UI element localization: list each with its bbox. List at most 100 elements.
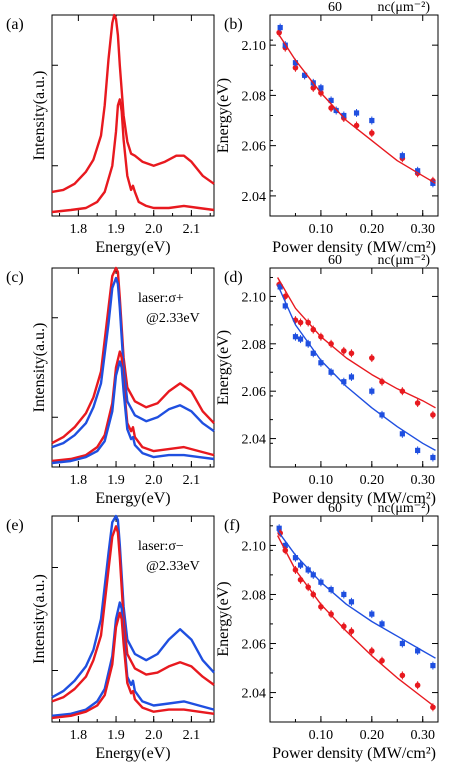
- data-point: [292, 555, 299, 561]
- fit-curve: [277, 32, 436, 184]
- x-tick-label: 0.20: [360, 728, 385, 743]
- data-point: [310, 350, 316, 356]
- data-point: [369, 355, 375, 361]
- data-point: [399, 153, 405, 159]
- fit-curve: [277, 530, 436, 659]
- data-point: [277, 284, 283, 290]
- y-axis-label: Intensity(a.u.): [31, 323, 48, 413]
- x-axis-label: Power density (MW/cm²): [272, 490, 436, 507]
- fit-curve: [276, 284, 436, 452]
- data-point: [277, 24, 283, 31]
- data-point: [348, 350, 355, 357]
- y-tick-label: 2.06: [242, 385, 267, 400]
- spectrum-line: [51, 601, 215, 717]
- data-point: [348, 374, 355, 380]
- data-point: [318, 85, 324, 91]
- x-tick-label: 0.10: [309, 473, 334, 488]
- y-axis-label: Energy(eV): [215, 78, 232, 153]
- y-tick-label: 2.10: [242, 39, 267, 54]
- data-point: [379, 657, 385, 664]
- plot-frame: [51, 515, 215, 723]
- x-axis-label: Energy(eV): [95, 490, 170, 507]
- x-tick-label: 0.20: [360, 473, 385, 488]
- data-point: [348, 599, 355, 605]
- x-tick-label: 2.0: [145, 222, 163, 237]
- data-point: [302, 72, 308, 78]
- y-axis-label: Intensity(a.u.): [31, 71, 48, 161]
- x-tick-label: 2.0: [145, 473, 163, 488]
- y-tick-label: 2.04: [242, 190, 267, 205]
- panel-label: (f): [224, 517, 240, 534]
- laser-energy-label: @2.33eV: [146, 559, 200, 574]
- data-point: [369, 130, 375, 136]
- y-tick-label: 2.10: [242, 539, 267, 554]
- spectrum-line: [51, 525, 215, 703]
- data-point: [328, 97, 334, 104]
- x-tick-label: 1.8: [70, 728, 88, 743]
- panel-label: (b): [224, 16, 243, 33]
- data-point: [379, 621, 385, 627]
- spectrum-line: [51, 13, 215, 194]
- spectrum-line: [51, 611, 215, 720]
- data-point: [292, 64, 299, 71]
- top-axis-value: 60: [328, 501, 342, 516]
- top-axis-value: 60: [328, 253, 342, 268]
- x-axis-label: Power density (MW/cm²): [272, 745, 436, 762]
- laser-polarization-label: laser:σ+: [138, 291, 184, 306]
- spectrum-line: [51, 360, 215, 465]
- x-tick-label: 0.30: [410, 473, 435, 488]
- data-point: [310, 85, 317, 91]
- x-tick-label: 0.10: [309, 222, 334, 237]
- data-point: [292, 334, 299, 340]
- x-tick-label: 1.8: [70, 222, 88, 237]
- data-point: [310, 326, 317, 333]
- plot-frame: [269, 267, 439, 468]
- data-point: [399, 640, 405, 647]
- data-point: [399, 672, 406, 679]
- y-axis-label: Energy(eV): [215, 330, 232, 405]
- data-point: [276, 525, 282, 531]
- fit-curve: [276, 535, 436, 708]
- x-axis-label: Power density (MW/cm²): [272, 239, 436, 256]
- plot-frame: [51, 14, 215, 217]
- data-point: [297, 319, 304, 326]
- data-point: [297, 336, 304, 342]
- panel-label: (e): [6, 517, 24, 534]
- top-axis-unit: nc(μm⁻²): [377, 0, 430, 15]
- panel-label: (d): [224, 269, 243, 286]
- x-tick-label: 1.9: [107, 473, 125, 488]
- data-point: [341, 112, 347, 119]
- x-axis-label: Energy(eV): [95, 239, 170, 256]
- data-point: [353, 110, 360, 116]
- x-tick-label: 0.30: [410, 222, 435, 237]
- y-tick-label: 2.08: [242, 588, 267, 603]
- data-point: [328, 369, 334, 375]
- y-tick-label: 2.06: [242, 638, 267, 653]
- data-point: [328, 341, 334, 347]
- y-tick-label: 2.08: [242, 89, 267, 104]
- x-tick-label: 1.8: [70, 473, 88, 488]
- y-tick-label: 2.04: [242, 687, 267, 702]
- x-tick-label: 2.1: [183, 728, 201, 743]
- data-point: [415, 648, 421, 654]
- data-point: [415, 168, 421, 174]
- spectrum-line: [51, 276, 215, 449]
- x-tick-label: 2.0: [145, 728, 163, 743]
- spectrum-line: [51, 350, 215, 463]
- data-point: [297, 562, 304, 568]
- data-point: [348, 628, 355, 635]
- x-tick-label: 2.1: [183, 473, 201, 488]
- x-tick-label: 1.9: [107, 728, 125, 743]
- data-point: [414, 400, 421, 406]
- plot-frame: [269, 515, 439, 723]
- fit-curve: [276, 277, 436, 409]
- data-point: [282, 303, 288, 309]
- y-axis-label: Intensity(a.u.): [31, 574, 48, 664]
- y-tick-label: 2.08: [242, 338, 267, 353]
- data-point: [292, 60, 299, 66]
- data-point: [341, 348, 347, 354]
- data-point: [369, 611, 375, 617]
- y-tick-label: 2.04: [242, 433, 267, 448]
- data-point: [369, 388, 375, 394]
- x-tick-label: 0.20: [360, 222, 385, 237]
